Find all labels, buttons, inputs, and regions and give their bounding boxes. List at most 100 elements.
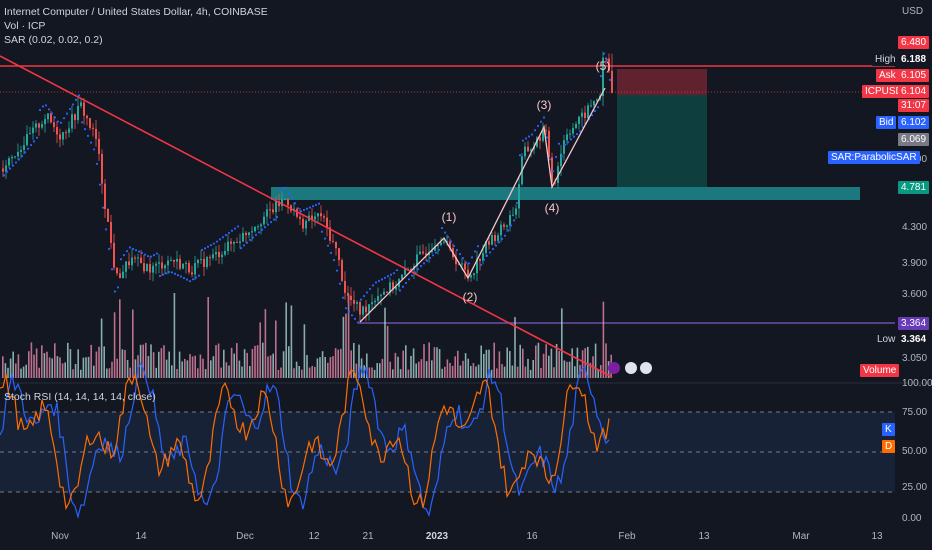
sar-dot (434, 251, 438, 254)
sar-dot (404, 281, 408, 285)
candle-body (422, 251, 424, 254)
sar-dot (143, 253, 147, 256)
volume-bar (399, 369, 402, 378)
sar-dot (356, 321, 360, 324)
candle-body (281, 199, 283, 207)
volume-bar (605, 343, 607, 378)
candle-body (479, 258, 481, 261)
volume-bar (7, 367, 9, 378)
candle-body (470, 275, 472, 278)
sar-dot (491, 247, 495, 251)
sar-dot (164, 272, 168, 275)
candle-body (182, 263, 184, 269)
volume-bar (602, 301, 605, 378)
sar-dot (92, 148, 96, 151)
candle-body (467, 269, 469, 278)
sar-dot (239, 247, 243, 250)
candle-body (164, 265, 166, 269)
d-tag: D (882, 440, 896, 453)
volume-bar (498, 351, 501, 378)
sar-dot (113, 290, 117, 293)
sar-dot (554, 155, 558, 159)
candle-body (509, 215, 511, 226)
sar-indicator-label[interactable]: SAR (0.02, 0.02, 0.2) (4, 34, 103, 46)
sar-dot (530, 133, 534, 136)
sar-dot (20, 154, 24, 158)
volume-bar (25, 364, 27, 378)
volume-bar (64, 362, 66, 378)
volume-indicator-label[interactable]: Vol · ICP (4, 20, 46, 32)
candle-body (359, 302, 361, 315)
sar-dot (275, 215, 279, 219)
volume-bar (20, 368, 22, 378)
volume-bar (173, 293, 176, 378)
sar-dot (476, 245, 480, 248)
volume-bar (425, 361, 428, 378)
volume-bar (558, 351, 560, 378)
sar-dot (218, 238, 222, 241)
candle-body (578, 116, 580, 125)
candle-body (365, 306, 367, 313)
volume-bar (316, 358, 319, 378)
candle-body (329, 227, 331, 241)
volume-bar (496, 368, 498, 378)
sar-dot (395, 269, 399, 272)
descending-trendline (0, 55, 613, 378)
candle-body (530, 149, 532, 152)
volume-bar (95, 351, 98, 378)
volume-bar (519, 344, 521, 378)
sar-dot (536, 124, 540, 128)
volume-bar (480, 345, 482, 378)
volume-bar (152, 352, 155, 378)
volume-bar (345, 313, 347, 378)
sar-dot (287, 191, 291, 195)
sar-dot (332, 259, 336, 262)
sar-dot (341, 296, 345, 299)
candle-body (356, 302, 358, 304)
sar-dot (8, 167, 12, 170)
sar-dot (104, 228, 108, 231)
candle-body (68, 128, 70, 133)
rsi-tick: 75.00 (902, 407, 928, 418)
sar-dot (392, 272, 396, 275)
candle-body (206, 257, 208, 267)
volume-bar (389, 361, 391, 378)
volume-bar (394, 352, 397, 378)
volume-bar (485, 349, 488, 378)
volume-bar (371, 367, 373, 378)
sar-dot (455, 248, 459, 252)
sar-dot (518, 154, 522, 157)
candle-body (248, 232, 250, 236)
sar-dot (236, 225, 240, 228)
candle-body (584, 112, 586, 119)
volume-bar (376, 363, 378, 378)
sar-dot (368, 287, 372, 291)
volume-bar (571, 348, 573, 378)
volume-tag: Volume (860, 364, 900, 377)
candle-body (92, 127, 94, 129)
volume-bar (589, 362, 592, 378)
sar-dot (314, 203, 318, 207)
volume-bar (126, 359, 129, 378)
candle-body (125, 261, 127, 272)
volume-bar (433, 347, 436, 378)
volume-bar (581, 350, 584, 378)
candle-body (410, 268, 412, 270)
symbol-label: ICPUSD (862, 85, 906, 98)
volume-bar (17, 354, 20, 378)
sar-dot (173, 272, 177, 275)
volume-bar (165, 359, 168, 378)
sar-dot (386, 275, 390, 278)
volume-bar (441, 368, 443, 378)
volume-bar (103, 346, 105, 378)
candle-body (140, 257, 142, 264)
candle-body (395, 286, 397, 290)
volume-bar (207, 297, 209, 378)
sar-dot (266, 223, 270, 226)
volume-bar (12, 351, 14, 378)
sar-dot (548, 158, 552, 161)
stoch-rsi-title[interactable]: Stoch RSI (14, 14, 14, 14, close) (4, 391, 156, 403)
volume-bar (493, 342, 495, 378)
sar-dot (137, 250, 141, 253)
